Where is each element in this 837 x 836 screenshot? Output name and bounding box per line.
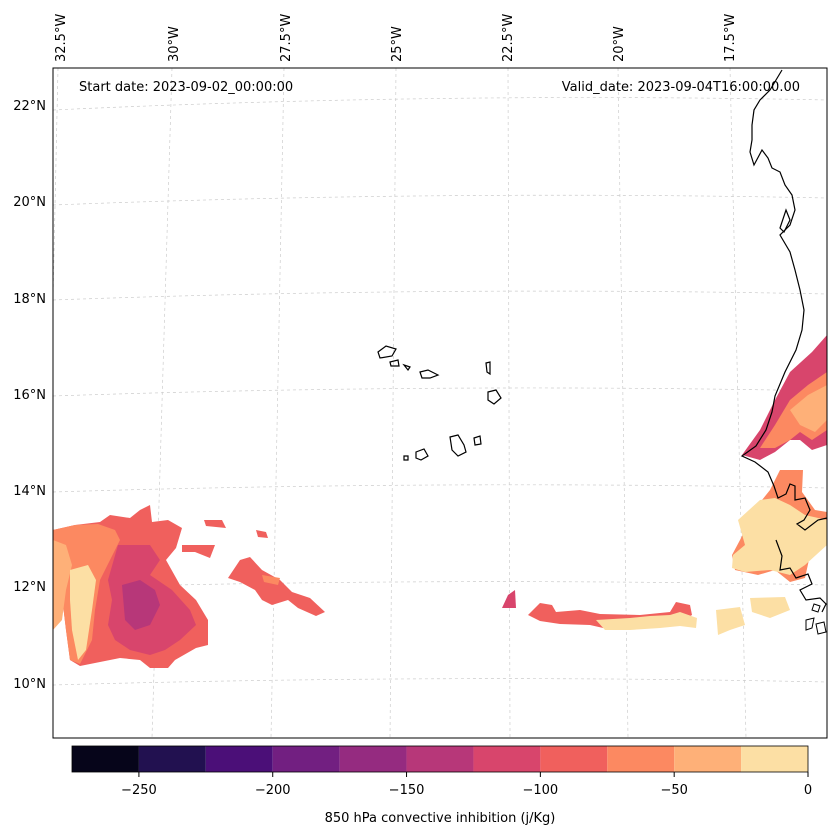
colorbar-swatch bbox=[540, 746, 608, 772]
lat-label: 22°N bbox=[13, 99, 46, 114]
lon-label: 22.5°W bbox=[501, 14, 516, 62]
colorbar: −250 −200 −150 −100 −50 0 850 hPa convective … bbox=[71, 745, 812, 826]
colorbar-swatch bbox=[607, 746, 675, 772]
colorbar-tick-label: −250 bbox=[121, 783, 157, 798]
colorbar-swatch bbox=[674, 746, 742, 772]
cin-contours-east bbox=[732, 335, 827, 582]
lat-label: 20°N bbox=[13, 195, 46, 210]
colorbar-swatch bbox=[473, 746, 541, 772]
coastline bbox=[740, 69, 828, 613]
lon-label: 30°W bbox=[167, 26, 182, 62]
colorbar-label: 850 hPa convective inhibition (j/Kg) bbox=[325, 811, 556, 826]
cin-contours-central bbox=[502, 590, 790, 635]
colorbar-swatch bbox=[741, 746, 808, 772]
lat-label: 18°N bbox=[13, 292, 46, 307]
lat-label: 12°N bbox=[13, 580, 46, 595]
start-date-label: Start date: 2023-09-02_00:00:00 bbox=[79, 80, 293, 95]
colorbar-tick-label: −50 bbox=[660, 783, 687, 798]
lat-label: 14°N bbox=[13, 484, 46, 499]
colorbar-tick-label: −100 bbox=[523, 783, 559, 798]
colorbar-tick-label: −150 bbox=[389, 783, 425, 798]
latitude-labels: 22°N 20°N 18°N 16°N 14°N 12°N 10°N bbox=[13, 99, 46, 692]
colorbar-swatch bbox=[272, 746, 340, 772]
colorbar-tick-label: −200 bbox=[255, 783, 291, 798]
lon-label: 20°W bbox=[612, 26, 627, 62]
lon-label: 27.5°W bbox=[279, 14, 294, 62]
colorbar-swatch bbox=[205, 746, 273, 772]
bissagos-islands bbox=[805, 603, 827, 635]
lon-label: 25°W bbox=[390, 26, 405, 62]
colorbar-swatch bbox=[406, 746, 474, 772]
colorbar-swatch bbox=[138, 746, 206, 772]
colorbar-swatch bbox=[72, 746, 139, 772]
lat-label: 16°N bbox=[13, 388, 46, 403]
colorbar-swatch bbox=[339, 746, 407, 772]
lat-label: 10°N bbox=[13, 677, 46, 692]
cin-contours-west bbox=[53, 505, 325, 668]
lon-label: 32.5°W bbox=[54, 14, 69, 62]
colorbar-tick-label: 0 bbox=[804, 783, 812, 798]
valid-date-label: Valid_date: 2023-09-04T16:00:00.00 bbox=[562, 80, 800, 95]
cape-verde-islands bbox=[377, 345, 502, 461]
longitude-labels: 32.5°W 30°W 27.5°W 25°W 22.5°W 20°W 17.5… bbox=[54, 14, 738, 62]
lon-label: 17.5°W bbox=[723, 14, 738, 62]
map-panel bbox=[52, 67, 828, 739]
